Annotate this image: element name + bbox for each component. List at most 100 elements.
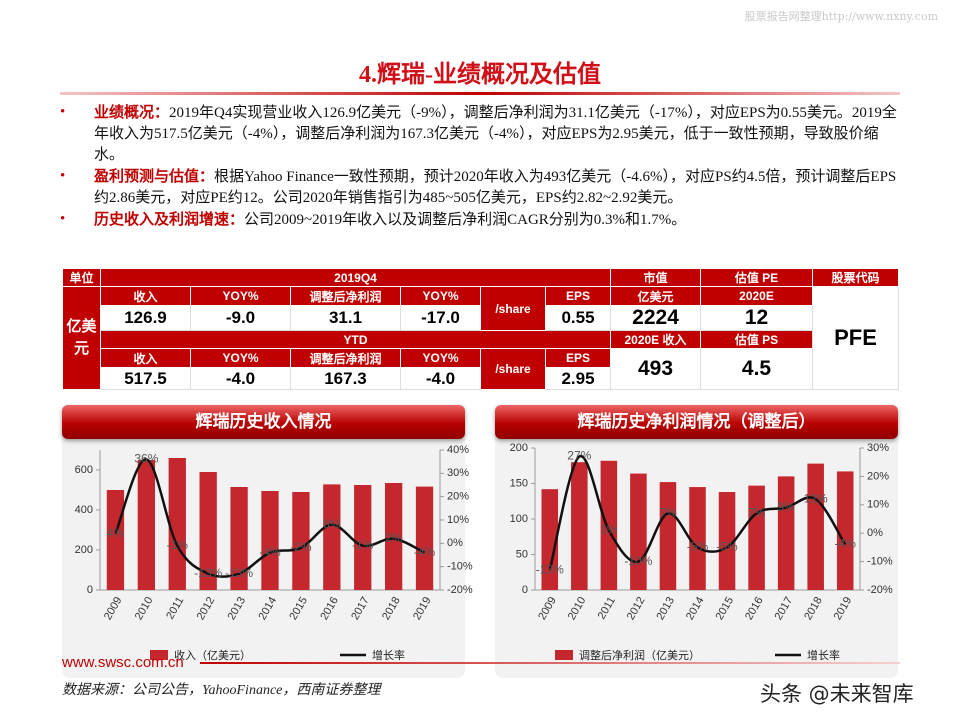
bullet-text: 2019年Q4实现营业收入126.9亿美元（-9%），调整后净利润为31.1亿美…: [94, 105, 897, 163]
valuation-table: 单位 2019Q4 市值 估值 PE 股票代码 亿美元 收入 YOY% 调整后净…: [62, 268, 900, 390]
bar: [777, 476, 795, 590]
column-header: 收入: [100, 286, 191, 306]
bar: [807, 463, 824, 590]
table-value: 2224: [610, 305, 702, 331]
growth-line: [114, 458, 426, 578]
bullet: 业绩概况：2019年Q4实现营业收入126.9亿美元（-9%），调整后净利润为3…: [60, 102, 902, 166]
data-label: 1%: [600, 523, 618, 537]
data-label: -13%: [194, 566, 222, 580]
data-label: -13%: [536, 562, 564, 576]
y2-tick-label: 40%: [447, 444, 469, 456]
data-label: -2%: [290, 540, 312, 554]
bar: [261, 491, 279, 590]
data-label: 36%: [134, 452, 158, 466]
bar: [689, 487, 706, 590]
data-label: 27%: [567, 449, 591, 463]
table-header: YTD: [99, 330, 612, 349]
bar: [571, 462, 588, 590]
table-value: -9.0: [190, 305, 291, 331]
bar: [748, 485, 765, 590]
legend-label: 收入（亿美元）: [174, 648, 251, 662]
y-tick-label: 100: [510, 513, 528, 525]
growth-line: [548, 455, 847, 571]
bar: [600, 460, 618, 590]
table-header: 市值: [610, 268, 702, 287]
column-header: EPS: [544, 348, 612, 368]
y2-tick-label: -20%: [867, 584, 893, 596]
table-value: 12: [700, 305, 814, 331]
bullet-label: 历史收入及利润增速：: [94, 210, 245, 228]
watermark: 股票报告网整理http://www.nxny.com: [744, 10, 938, 23]
y-tick-label: 200: [510, 442, 528, 454]
table-header: 估值 PE: [700, 268, 814, 287]
slide-title: 4.辉瑞-业绩概况及估值: [359, 62, 601, 88]
bar: [354, 485, 372, 590]
y2-tick-label: 20%: [447, 491, 469, 503]
bullet: 历史收入及利润增速：公司2009~2019年收入以及调整后净利润CAGR分别为0…: [60, 209, 902, 231]
table-value: 493: [610, 348, 702, 390]
y-tick-label: 0: [87, 584, 93, 596]
footer-rule: [200, 662, 900, 664]
column-header: 亿美元: [610, 286, 702, 306]
bar: [106, 490, 125, 590]
column-header: EPS: [544, 286, 612, 306]
y2-tick-label: -10%: [867, 556, 893, 568]
y2-tick-label: 10%: [867, 499, 889, 511]
column-header: 调整后净利润: [290, 286, 401, 306]
data-label: -5%: [716, 540, 738, 554]
unit-cell: 亿美元: [62, 286, 101, 390]
bar: [137, 460, 156, 590]
data-label: 8%: [323, 517, 341, 531]
y-tick-label: 200: [75, 544, 93, 556]
legend-label: 增长率: [807, 648, 840, 662]
data-label: -1%: [352, 538, 374, 552]
table-value: -17.0: [400, 305, 481, 331]
bar: [292, 492, 310, 590]
chart-title: 辉瑞历史净利润情况（调整后）: [495, 405, 898, 439]
table-value: 517.5: [100, 367, 191, 390]
table-value: 31.1: [290, 305, 401, 331]
y2-tick-label: 0%: [867, 527, 883, 539]
bar: [168, 458, 186, 590]
y2-tick-label: 30%: [867, 442, 889, 454]
y-tick-label: 600: [75, 464, 93, 476]
column-header: YOY%: [190, 286, 291, 306]
bar: [199, 472, 217, 590]
footer-site: www.swsc.com.cn: [62, 654, 184, 671]
y2-tick-label: -20%: [447, 584, 473, 596]
bar: [541, 489, 559, 590]
chart-title: 辉瑞历史收入情况: [62, 405, 465, 439]
table-value: 4.5: [700, 348, 814, 390]
bar: [384, 483, 403, 590]
legend-label: 增长率: [372, 648, 405, 662]
column-header: 2020E 收入: [610, 330, 702, 349]
legend-swatch: [555, 650, 573, 660]
column-header: YOY%: [400, 286, 481, 306]
data-label: -10%: [624, 554, 652, 568]
bullet-text: 公司2009~2019年收入以及调整后净利润CAGR分别为0.3%和1.7%。: [244, 212, 687, 228]
data-label: 12%: [804, 491, 828, 505]
bar: [630, 473, 647, 590]
bar: [415, 486, 434, 590]
column-header: YOY%: [190, 348, 291, 368]
data-label: 7%: [748, 505, 766, 519]
column-header: 估值 PS: [700, 330, 814, 349]
data-label: -4%: [835, 537, 857, 551]
bullet: 盈利预测与估值：根据Yahoo Finance一致性预期，预计2020年收入为4…: [60, 166, 902, 209]
legend-label: 调整后净利润（亿美元）: [579, 648, 700, 662]
bar: [659, 482, 677, 590]
y2-tick-label: 10%: [447, 514, 469, 526]
table-value: 167.3: [290, 367, 401, 390]
data-label: -4%: [414, 545, 436, 559]
column-header: YOY%: [400, 348, 481, 368]
y-tick-label: 400: [75, 504, 93, 516]
y2-tick-label: 30%: [447, 467, 469, 479]
table-header: 2019Q4: [99, 268, 612, 287]
column-header: 调整后净利润: [290, 348, 401, 368]
y2-tick-label: 0%: [447, 537, 463, 549]
table-header: 单位: [62, 268, 101, 287]
legend-swatch: [150, 650, 168, 660]
table-value: 126.9: [100, 305, 191, 331]
data-label: 7%: [659, 505, 677, 519]
